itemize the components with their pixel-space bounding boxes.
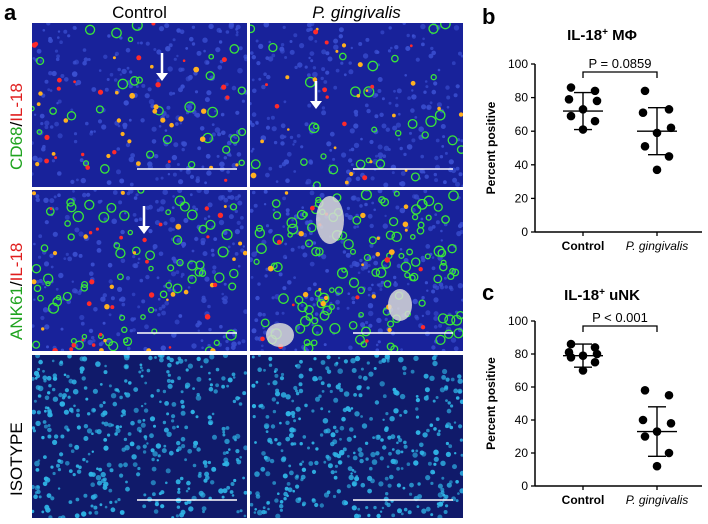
data-point — [640, 432, 650, 441]
y-tick-label: 0 — [521, 225, 528, 239]
data-point — [652, 128, 662, 138]
data-point — [590, 357, 600, 367]
significance-bracket — [582, 325, 658, 332]
micrograph-r3-c1 — [32, 355, 247, 518]
row-label-part: CD68 — [7, 126, 26, 170]
micrograph-r1-c2 — [250, 23, 463, 187]
y-tick-label: 60 — [515, 124, 529, 138]
data-point — [566, 83, 576, 92]
y-axis-label: Percent positive — [484, 357, 498, 450]
row-label-cd68-il18: CD68/IL-18 — [7, 83, 26, 170]
row-label-ank61-il18: ANK61/IL-18 — [7, 242, 26, 340]
data-point — [664, 390, 674, 400]
data-point — [578, 105, 588, 114]
y-tick-label: 100 — [508, 314, 528, 328]
micrograph-r2-c2 — [250, 190, 463, 351]
row-label-isotype: ISOTYPE — [7, 422, 26, 496]
data-point — [664, 152, 674, 161]
x-category-label: P. gingivalis — [626, 239, 688, 253]
row-label-part: ANK61 — [7, 286, 26, 340]
data-point — [666, 123, 676, 133]
data-point — [564, 94, 574, 104]
panel-a-letter: a — [4, 0, 17, 25]
y-tick-label: 80 — [515, 91, 529, 105]
data-point — [592, 96, 602, 106]
micrograph-r3-c2 — [250, 355, 463, 518]
panel-b-letter: b — [482, 4, 496, 29]
row-label-part: / — [7, 121, 26, 127]
y-tick-label: 20 — [515, 191, 529, 205]
data-point — [652, 165, 662, 175]
y-tick-label: 0 — [521, 479, 528, 493]
data-point — [638, 415, 648, 425]
data-point — [566, 339, 576, 349]
data-point — [652, 427, 662, 436]
p-value-annotation: P = 0.0859 — [588, 56, 651, 71]
column-header-control: Control — [112, 3, 167, 22]
data-point — [578, 351, 588, 360]
data-point — [664, 448, 674, 458]
row-label-part: IL-18 — [7, 83, 26, 122]
column-header-p-gingivalis: P. gingivalis — [312, 3, 401, 22]
y-tick-label: 60 — [515, 380, 529, 394]
chart-title: IL-18+ MΦ — [567, 27, 637, 45]
data-point — [652, 461, 662, 471]
arrow-icon — [138, 206, 150, 234]
row-label-part: / — [7, 281, 26, 287]
data-point — [590, 86, 600, 96]
y-axis-label: Percent positive — [484, 101, 498, 194]
arrow-icon — [156, 53, 168, 81]
data-point — [666, 419, 676, 428]
y-tick-label: 80 — [515, 347, 529, 361]
y-tick-label: 40 — [515, 413, 529, 427]
p-value-annotation: P < 0.001 — [592, 310, 648, 325]
data-point — [590, 343, 600, 352]
data-point — [578, 125, 588, 134]
significance-bracket — [582, 71, 658, 78]
x-category-label: P. gingivalis — [626, 493, 688, 507]
data-point — [640, 86, 650, 96]
y-tick-label: 40 — [515, 158, 529, 172]
micrograph-r2-c1 — [32, 190, 247, 351]
y-tick-label: 100 — [508, 57, 528, 71]
data-point — [664, 105, 674, 114]
data-point — [590, 116, 600, 126]
data-point — [640, 142, 650, 151]
panel-c-letter: c — [482, 280, 495, 305]
data-point — [640, 386, 650, 395]
data-point — [592, 349, 602, 359]
arrow-icon — [310, 81, 322, 109]
row-label-part: ISOTYPE — [7, 422, 26, 496]
data-point — [566, 111, 576, 121]
data-point — [578, 366, 588, 375]
row-label-part: IL-18 — [7, 242, 26, 282]
data-point — [566, 353, 576, 362]
data-point — [638, 108, 648, 118]
data-point — [564, 348, 574, 357]
y-tick-label: 20 — [515, 446, 529, 460]
micrograph-r1-c1 — [32, 23, 247, 187]
x-category-label: Control — [562, 239, 605, 253]
x-category-label: Control — [562, 493, 605, 507]
chart-title: IL-18+ uNK — [564, 287, 640, 305]
